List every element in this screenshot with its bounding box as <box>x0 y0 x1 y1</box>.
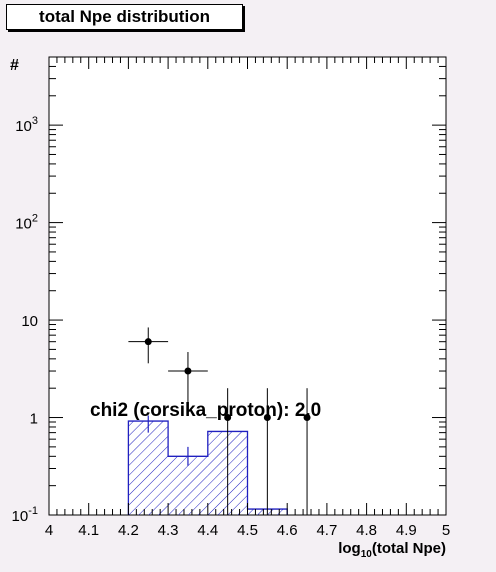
y-tick-label-base-1: 1 <box>30 411 38 428</box>
y-tick-label-exp-3: 2 <box>32 213 38 225</box>
y-tick-label-base-3: 10 <box>15 216 32 233</box>
data-point-4 <box>303 414 311 422</box>
x-tick-label-7: 4.7 <box>316 522 337 539</box>
y-tick-label-1: 1 <box>30 411 38 428</box>
y-tick-label-exp-4: 3 <box>32 115 38 127</box>
data-point-2 <box>224 414 232 422</box>
x-tick-label-8: 4.8 <box>356 522 377 539</box>
x-axis-label-rest: (total Npe) <box>372 540 446 557</box>
x-tick-label-10: 5 <box>442 522 450 539</box>
axes: 4 4.1 4.2 4.3 4.4 4.5 4.6 4.7 4.8 4.9 510-11101021… <box>12 56 450 539</box>
x-axis-label-sub: 10 <box>361 549 373 560</box>
x-tick-label-9: 4.9 <box>396 522 417 539</box>
data-points <box>128 327 311 515</box>
sim-bin-0 <box>128 421 169 515</box>
y-tick-label-2: 10 <box>21 313 38 330</box>
histogram-title: total Npe distribution <box>39 7 210 26</box>
histogram-title-box: total Npe distribution <box>6 4 243 30</box>
data-point-1 <box>184 367 192 375</box>
y-tick-label-4: 103 <box>15 115 38 135</box>
y-tick-label-3: 102 <box>15 213 38 233</box>
data-point-3 <box>263 414 271 422</box>
data-point-0 <box>144 338 152 346</box>
y-tick-label-base-0: 10 <box>12 508 29 525</box>
sim-bin-1 <box>168 456 208 515</box>
annotation-chi2: chi2 (corsika_proton): 2.0 <box>90 400 321 421</box>
y-tick-label-base-4: 10 <box>15 118 32 135</box>
x-tick-label-4: 4.4 <box>197 522 218 539</box>
x-axis-label: log10(total Npe) <box>338 540 446 560</box>
x-tick-label-3: 4.3 <box>158 522 179 539</box>
x-tick-label-6: 4.6 <box>277 522 298 539</box>
y-axis-label: # <box>10 57 19 74</box>
x-tick-label-5: 4.5 <box>237 522 258 539</box>
y-tick-label-0: 10-1 <box>12 505 38 525</box>
x-tick-label-1: 4.1 <box>78 522 99 539</box>
x-axis-label-base: log <box>338 540 361 557</box>
y-tick-label-base-2: 10 <box>21 313 38 330</box>
y-tick-label-exp-0: -1 <box>28 505 38 517</box>
x-tick-label-0: 4 <box>45 522 53 539</box>
x-tick-label-2: 4.2 <box>118 522 139 539</box>
